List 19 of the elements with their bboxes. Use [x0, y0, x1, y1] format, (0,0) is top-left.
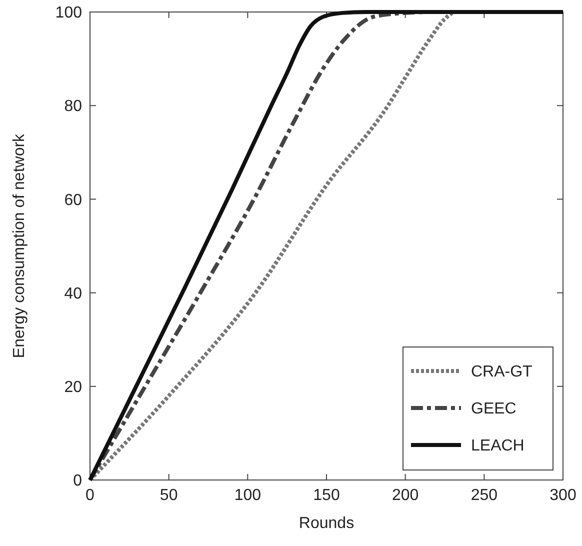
x-tick-label: 250	[470, 487, 498, 504]
legend-label: GEEC	[471, 400, 516, 418]
y-axis-title: Energy consumption of network	[11, 132, 28, 358]
y-tick-label: 80	[64, 98, 82, 116]
x-tick-label: 150	[313, 487, 340, 504]
x-tick-label: 200	[392, 487, 419, 504]
x-tick-label: 50	[160, 487, 178, 504]
y-tick-label: 0	[73, 472, 82, 490]
x-tick-label: 300	[550, 487, 576, 504]
x-tick-label: 100	[234, 487, 262, 504]
y-tick-label: 40	[64, 285, 82, 302]
x-axis-title: Rounds	[298, 515, 354, 532]
y-tick-label: 60	[64, 192, 82, 209]
y-tick-label: 100	[55, 4, 82, 22]
line-series	[88, 10, 565, 482]
legend-label: CRA-GT	[471, 364, 533, 381]
x-tick-label: 0	[86, 487, 95, 504]
legend-label: LEACH	[471, 438, 524, 455]
y-tick-label: 20	[64, 379, 82, 396]
